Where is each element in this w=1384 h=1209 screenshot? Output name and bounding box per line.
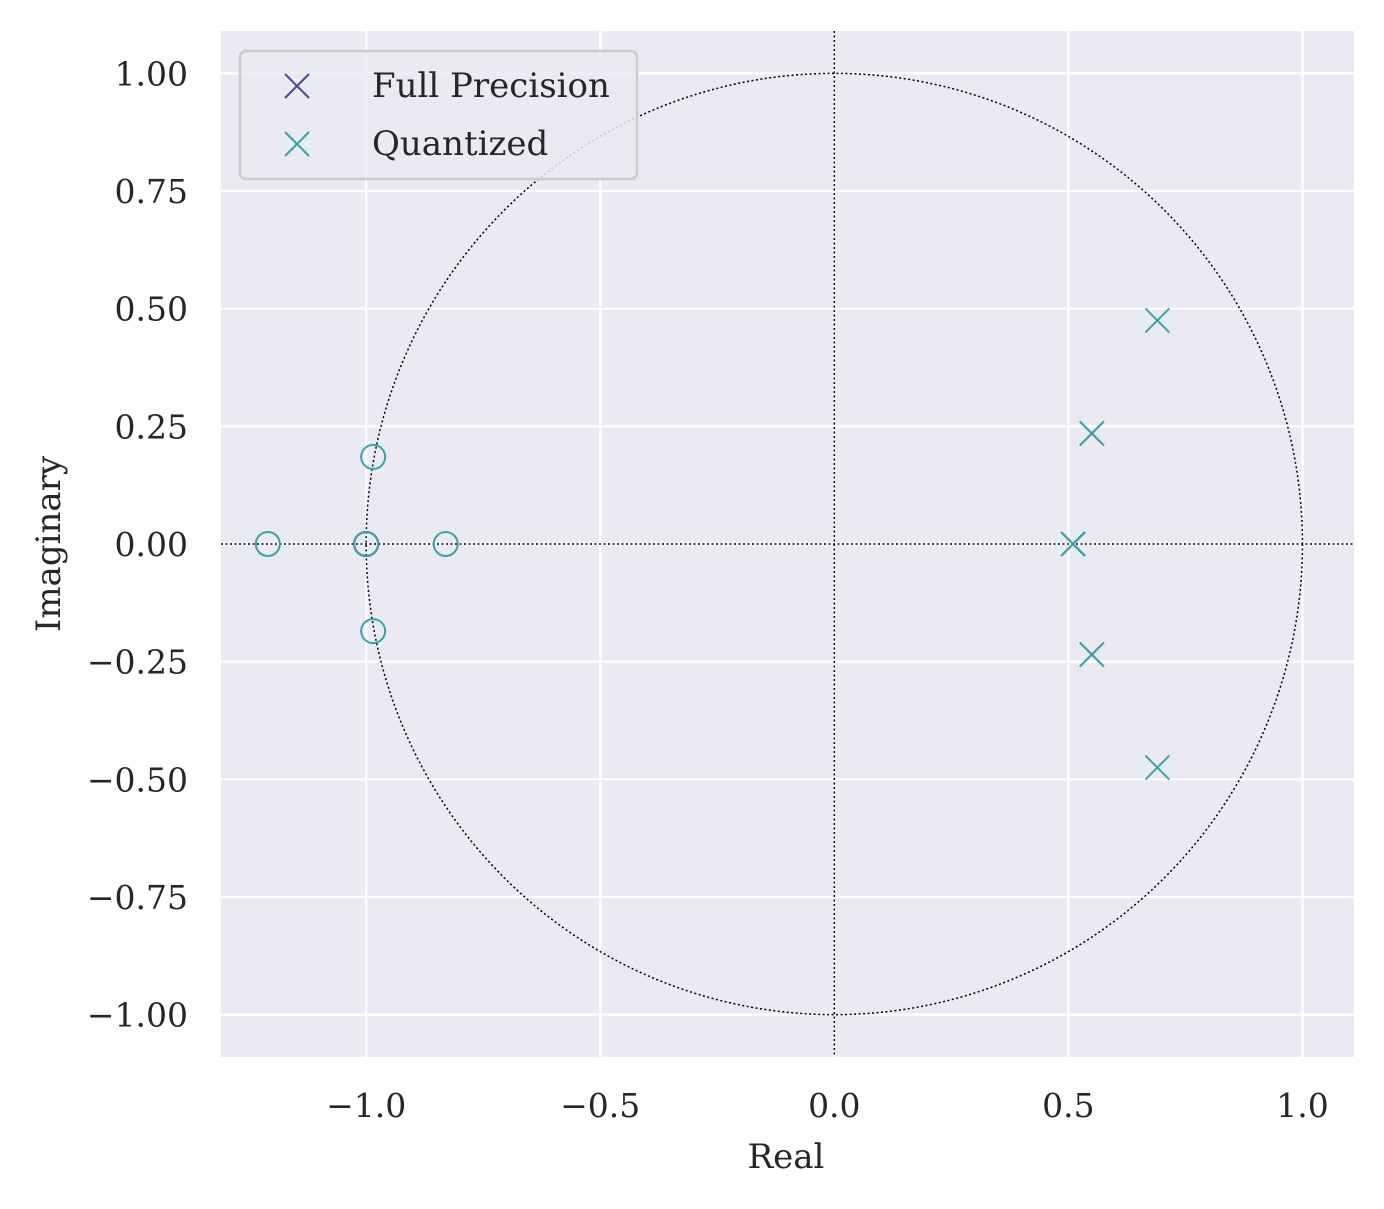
- zero-marker: [360, 618, 387, 645]
- series-1: [254, 307, 1171, 781]
- pole-marker: [1079, 641, 1105, 668]
- y-tick-label: −1.00: [87, 996, 188, 1035]
- x-axis-label: Real: [748, 1137, 825, 1177]
- y-tick-label: 1.00: [115, 54, 188, 93]
- legend-marker: [284, 131, 310, 157]
- x-tick-label: 0.5: [1042, 1086, 1094, 1125]
- x-tick-labels: −1.0 −0.5 0.0 0.5 1.0: [326, 1086, 1329, 1125]
- zero-marker: [432, 531, 459, 557]
- pole-marker: [1079, 420, 1105, 447]
- y-tick-label: 0.25: [115, 407, 188, 446]
- zero-marker: [360, 443, 387, 470]
- legend: Full Precision Quantized: [238, 49, 639, 181]
- x-tick-label: −1.0: [326, 1086, 406, 1125]
- y-tick-label: 0.00: [115, 525, 188, 564]
- y-tick-labels: 1.00 0.75 0.50 0.25 0.00 −0.25 −0.50 −0.75 −1.00: [87, 54, 188, 1034]
- y-tick-label: −0.25: [87, 643, 188, 682]
- legend-label: Quantized: [372, 124, 548, 164]
- pole-marker: [1060, 531, 1086, 557]
- pole-marker: [1144, 307, 1171, 334]
- y-tick-label: 0.75: [115, 172, 188, 211]
- x-tick-label: 0.0: [808, 1086, 860, 1125]
- legend-box: [238, 49, 639, 181]
- pole-marker: [1144, 754, 1171, 781]
- y-tick-label: 0.50: [115, 290, 188, 329]
- legend-label: Full Precision: [372, 66, 610, 106]
- y-tick-label: −0.50: [87, 760, 188, 799]
- unit-circle: [365, 72, 1304, 1016]
- legend-marker: [284, 73, 310, 99]
- reference-lines: [221, 31, 1354, 1057]
- y-axis-label: Imaginary: [29, 455, 69, 632]
- y-tick-label: −0.75: [87, 878, 188, 917]
- x-tick-label: −0.5: [560, 1086, 640, 1125]
- markers: [254, 307, 1171, 781]
- zero-marker: [353, 531, 380, 557]
- zero-marker: [254, 531, 281, 557]
- x-tick-label: 1.0: [1276, 1086, 1328, 1125]
